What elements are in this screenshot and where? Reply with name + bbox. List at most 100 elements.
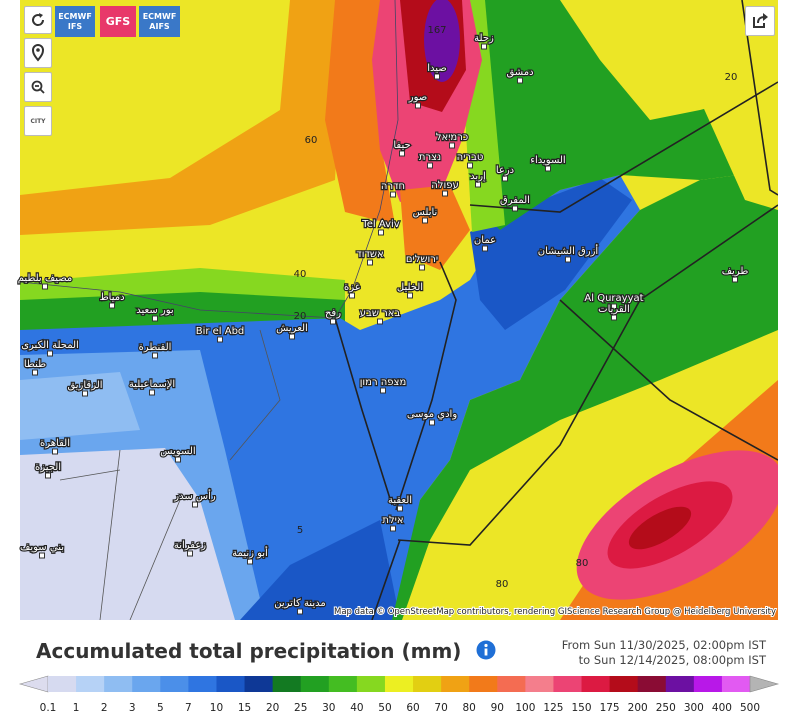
- city-label: صيدا: [427, 63, 447, 74]
- city-marker: [47, 350, 53, 357]
- city-label: زحلة: [474, 33, 494, 44]
- info-icon[interactable]: [476, 640, 496, 660]
- city-marker: [419, 264, 425, 271]
- legend-swatch: [469, 676, 498, 692]
- city-label: دمياط: [99, 292, 124, 303]
- legend-swatch: [216, 676, 246, 692]
- legend-swatch: [48, 676, 77, 692]
- share-button[interactable]: [745, 6, 775, 36]
- city-marker: [32, 369, 38, 376]
- zoom-button[interactable]: [24, 72, 52, 102]
- model-button[interactable]: GFS: [100, 6, 136, 37]
- legend-swatch: [188, 676, 217, 692]
- legend-tick-label: 3: [129, 702, 136, 714]
- legend-tick-label: 400: [712, 702, 732, 714]
- city-label: وادي موسى: [407, 409, 457, 420]
- city-marker: [52, 448, 58, 455]
- legend-tick-label: 300: [684, 702, 704, 714]
- city-label: زعفرانة: [174, 540, 206, 551]
- city-marker: [397, 505, 403, 512]
- refresh-button[interactable]: [24, 6, 52, 34]
- city-marker: [502, 175, 508, 182]
- legend-swatch: [665, 676, 695, 692]
- city-label: طنطا: [24, 359, 46, 370]
- city-label: الخليل: [397, 282, 423, 293]
- city-label: رفح: [325, 308, 341, 319]
- city-label: المفرق: [500, 195, 530, 206]
- location-button[interactable]: [24, 38, 52, 68]
- city-label: غزة: [344, 282, 360, 293]
- legend-tick-label: 500: [740, 702, 760, 714]
- city-marker: [152, 352, 158, 359]
- legend-swatch: [413, 676, 442, 692]
- legend-tick-label: 20: [266, 702, 279, 714]
- legend-swatch: [581, 676, 611, 692]
- city-label: الزقازيق: [67, 380, 102, 391]
- city-label: ירושלים: [406, 254, 438, 265]
- city-marker: [407, 292, 413, 299]
- city-marker: [45, 472, 51, 479]
- legend-tick-label: 100: [515, 702, 535, 714]
- legend-tick-label: 70: [434, 702, 447, 714]
- legend-tick-label: 5: [157, 702, 164, 714]
- city-label: درعا: [496, 165, 514, 176]
- city-marker: [152, 315, 158, 322]
- city-label: إربد: [470, 171, 486, 182]
- city-label: القاهرة: [40, 438, 70, 449]
- model-button[interactable]: ECMWF IFS: [55, 6, 95, 37]
- city-marker: [442, 190, 448, 197]
- colorbar-arrow-right: [749, 675, 780, 693]
- contour-label: 60: [305, 135, 318, 146]
- city-label: العريش: [276, 323, 308, 334]
- city-marker: [611, 314, 617, 321]
- city-label: אילת: [382, 515, 403, 526]
- city-label: السويداء: [530, 155, 565, 166]
- city-label: Tel Aviv: [361, 219, 399, 230]
- city-marker: [39, 552, 45, 559]
- city-button[interactable]: CITY: [24, 106, 52, 136]
- city-label: السويس: [160, 446, 195, 457]
- city-label: مدينة كاترين: [274, 598, 325, 609]
- city-marker: [399, 150, 405, 157]
- city-label: חדרה: [381, 181, 405, 192]
- legend-swatch: [609, 676, 639, 692]
- city-marker: [192, 501, 198, 508]
- city-label: بني سويف: [20, 542, 64, 553]
- legend-swatch: [104, 676, 133, 692]
- legend-swatch: [553, 676, 583, 692]
- legend-swatch: [160, 676, 189, 692]
- city-marker: [217, 336, 223, 343]
- date-range: From Sun 11/30/2025, 02:00pm IST to Sun …: [562, 638, 766, 668]
- legend-tick-label: 90: [491, 702, 504, 714]
- legend-title: Accumulated total precipitation (mm): [36, 639, 496, 663]
- city-marker: [175, 456, 181, 463]
- city-label: المحلة الكبرى: [21, 340, 79, 351]
- city-marker: [149, 389, 155, 396]
- legend-swatch: [384, 676, 414, 692]
- share-icon: [753, 13, 768, 28]
- contour-label: 20: [725, 72, 738, 83]
- city-label: حيفا: [393, 140, 410, 151]
- legend-swatch: [328, 676, 358, 692]
- model-button[interactable]: ECMWF AIFS: [139, 6, 180, 37]
- legend-tick-label: 50: [378, 702, 391, 714]
- legend-tick-label: 30: [322, 702, 335, 714]
- city-marker: [427, 162, 433, 169]
- city-marker: [390, 525, 396, 532]
- legend-title-text: Accumulated total precipitation (mm): [36, 639, 462, 663]
- city-label: Al Qurayyat: [584, 293, 643, 304]
- city-label: מצפה רמון: [360, 377, 407, 388]
- contour-label: 20: [294, 311, 307, 322]
- city-marker: [422, 217, 428, 224]
- city-label: العقبة: [388, 495, 412, 506]
- city-label: أزرق الشيشان: [538, 244, 599, 257]
- legend-swatch: [441, 676, 470, 692]
- legend-tick-label: 0.1: [40, 702, 57, 714]
- legend-swatch: [300, 676, 330, 692]
- city-marker: [732, 276, 738, 283]
- zoom-icon: [31, 80, 45, 94]
- date-to: to Sun 12/14/2025, 08:00pm IST: [578, 653, 766, 667]
- city-label: טבריה: [457, 152, 484, 163]
- legend-swatch: [637, 676, 667, 692]
